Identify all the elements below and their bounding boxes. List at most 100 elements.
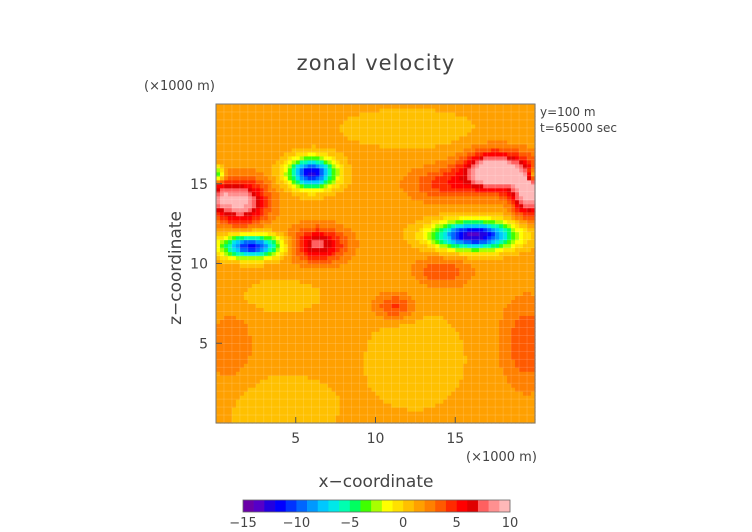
- heatmap-cell: [287, 167, 293, 173]
- heatmap-cell: [335, 267, 341, 273]
- heatmap-cell: [275, 351, 281, 356]
- heatmap-cell: [323, 247, 329, 253]
- heatmap-cell: [239, 407, 245, 412]
- heatmap-cell: [295, 203, 301, 209]
- heatmap-cell: [216, 371, 221, 376]
- heatmap-cell: [427, 299, 432, 304]
- heatmap-cell: [323, 195, 329, 201]
- heatmap-cell: [459, 283, 464, 289]
- heatmap-cell: [463, 395, 468, 400]
- heatmap-cell: [443, 183, 448, 189]
- heatmap-cell: [451, 151, 456, 157]
- heatmap-cell: [419, 339, 424, 344]
- heatmap-cell: [287, 319, 293, 324]
- heatmap-cell: [355, 219, 361, 225]
- heatmap-cell: [279, 143, 285, 149]
- heatmap-cell: [355, 151, 361, 157]
- heatmap-cell: [375, 159, 381, 165]
- heatmap-cell: [395, 343, 401, 348]
- heatmap-cell: [419, 247, 424, 253]
- heatmap-cell: [319, 343, 325, 348]
- heatmap-cell: [343, 179, 349, 185]
- heatmap-cell: [275, 355, 281, 360]
- heatmap-cell: [399, 343, 405, 348]
- heatmap-cell: [251, 335, 257, 340]
- heatmap-cell: [307, 191, 313, 197]
- heatmap-cell: [299, 383, 305, 388]
- heatmap-cell: [363, 104, 369, 109]
- heatmap-cell: [383, 207, 389, 213]
- heatmap-cell: [443, 151, 448, 157]
- heatmap-cell: [399, 299, 405, 304]
- heatmap-cell: [267, 251, 273, 257]
- heatmap-cell: [255, 219, 261, 225]
- heatmap-cell: [271, 371, 277, 376]
- heatmap-cell: [455, 111, 460, 117]
- heatmap-cell: [307, 259, 313, 265]
- heatmap-cell: [279, 307, 285, 312]
- heatmap-cell: [255, 215, 261, 221]
- heatmap-cell: [379, 283, 385, 289]
- heatmap-cell: [403, 407, 408, 412]
- heatmap-cell: [371, 263, 377, 269]
- heatmap-cell: [243, 323, 249, 328]
- heatmap-cell: [307, 419, 313, 424]
- heatmap-cell: [219, 391, 225, 396]
- heatmap-cell: [391, 104, 397, 109]
- heatmap-cell: [463, 379, 468, 384]
- heatmap-cell: [239, 159, 245, 165]
- heatmap-cell: [427, 179, 432, 185]
- heatmap-cell: [439, 175, 444, 181]
- heatmap-cell: [267, 104, 273, 109]
- heatmap-cell: [303, 403, 309, 408]
- heatmap-cell: [239, 127, 245, 133]
- heatmap-cell: [423, 395, 428, 400]
- heatmap-cell: [335, 107, 341, 113]
- heatmap-cell: [323, 299, 329, 304]
- heatmap-cell: [403, 303, 408, 308]
- heatmap-cell: [379, 107, 385, 113]
- heatmap-cell: [219, 151, 225, 157]
- heatmap-cell: [247, 219, 253, 225]
- heatmap-cell: [299, 275, 305, 281]
- heatmap-cell: [383, 191, 389, 197]
- heatmap-cell: [375, 339, 381, 344]
- heatmap-cell: [375, 343, 381, 348]
- heatmap-cell: [243, 211, 249, 217]
- heatmap-cell: [271, 363, 277, 368]
- heatmap-cell: [251, 295, 257, 300]
- heatmap-cell: [455, 123, 460, 129]
- heatmap-cell: [239, 395, 245, 400]
- heatmap-cell: [327, 387, 333, 392]
- heatmap-cell: [431, 151, 436, 157]
- heatmap-cell: [359, 271, 365, 277]
- heatmap-cell: [355, 399, 361, 404]
- heatmap-cell: [411, 139, 416, 145]
- heatmap-cell: [263, 395, 269, 400]
- heatmap-cell: [315, 119, 321, 125]
- heatmap-cell: [451, 211, 456, 217]
- heatmap-cell: [403, 403, 408, 408]
- heatmap-cell: [447, 159, 452, 165]
- heatmap-cell: [391, 155, 397, 161]
- heatmap-cell: [367, 159, 373, 165]
- heatmap-cell: [463, 403, 468, 408]
- heatmap-cell: [435, 159, 440, 165]
- heatmap-cell: [359, 391, 365, 396]
- heatmap-cell: [403, 123, 408, 129]
- heatmap-cell: [287, 231, 293, 237]
- heatmap-cell: [347, 379, 353, 384]
- heatmap-cell: [279, 183, 285, 189]
- heatmap-cell: [435, 143, 440, 149]
- heatmap-cell: [219, 191, 225, 197]
- heatmap-cell: [319, 279, 325, 285]
- heatmap-cell: [355, 155, 361, 161]
- heatmap-cell: [387, 139, 393, 145]
- heatmap-cell: [439, 319, 444, 324]
- heatmap-cell: [423, 183, 428, 189]
- heatmap-cell: [439, 315, 444, 320]
- heatmap-cell: [279, 151, 285, 157]
- heatmap-cell: [323, 327, 329, 332]
- heatmap-cell: [375, 363, 381, 368]
- heatmap-cell: [419, 131, 424, 137]
